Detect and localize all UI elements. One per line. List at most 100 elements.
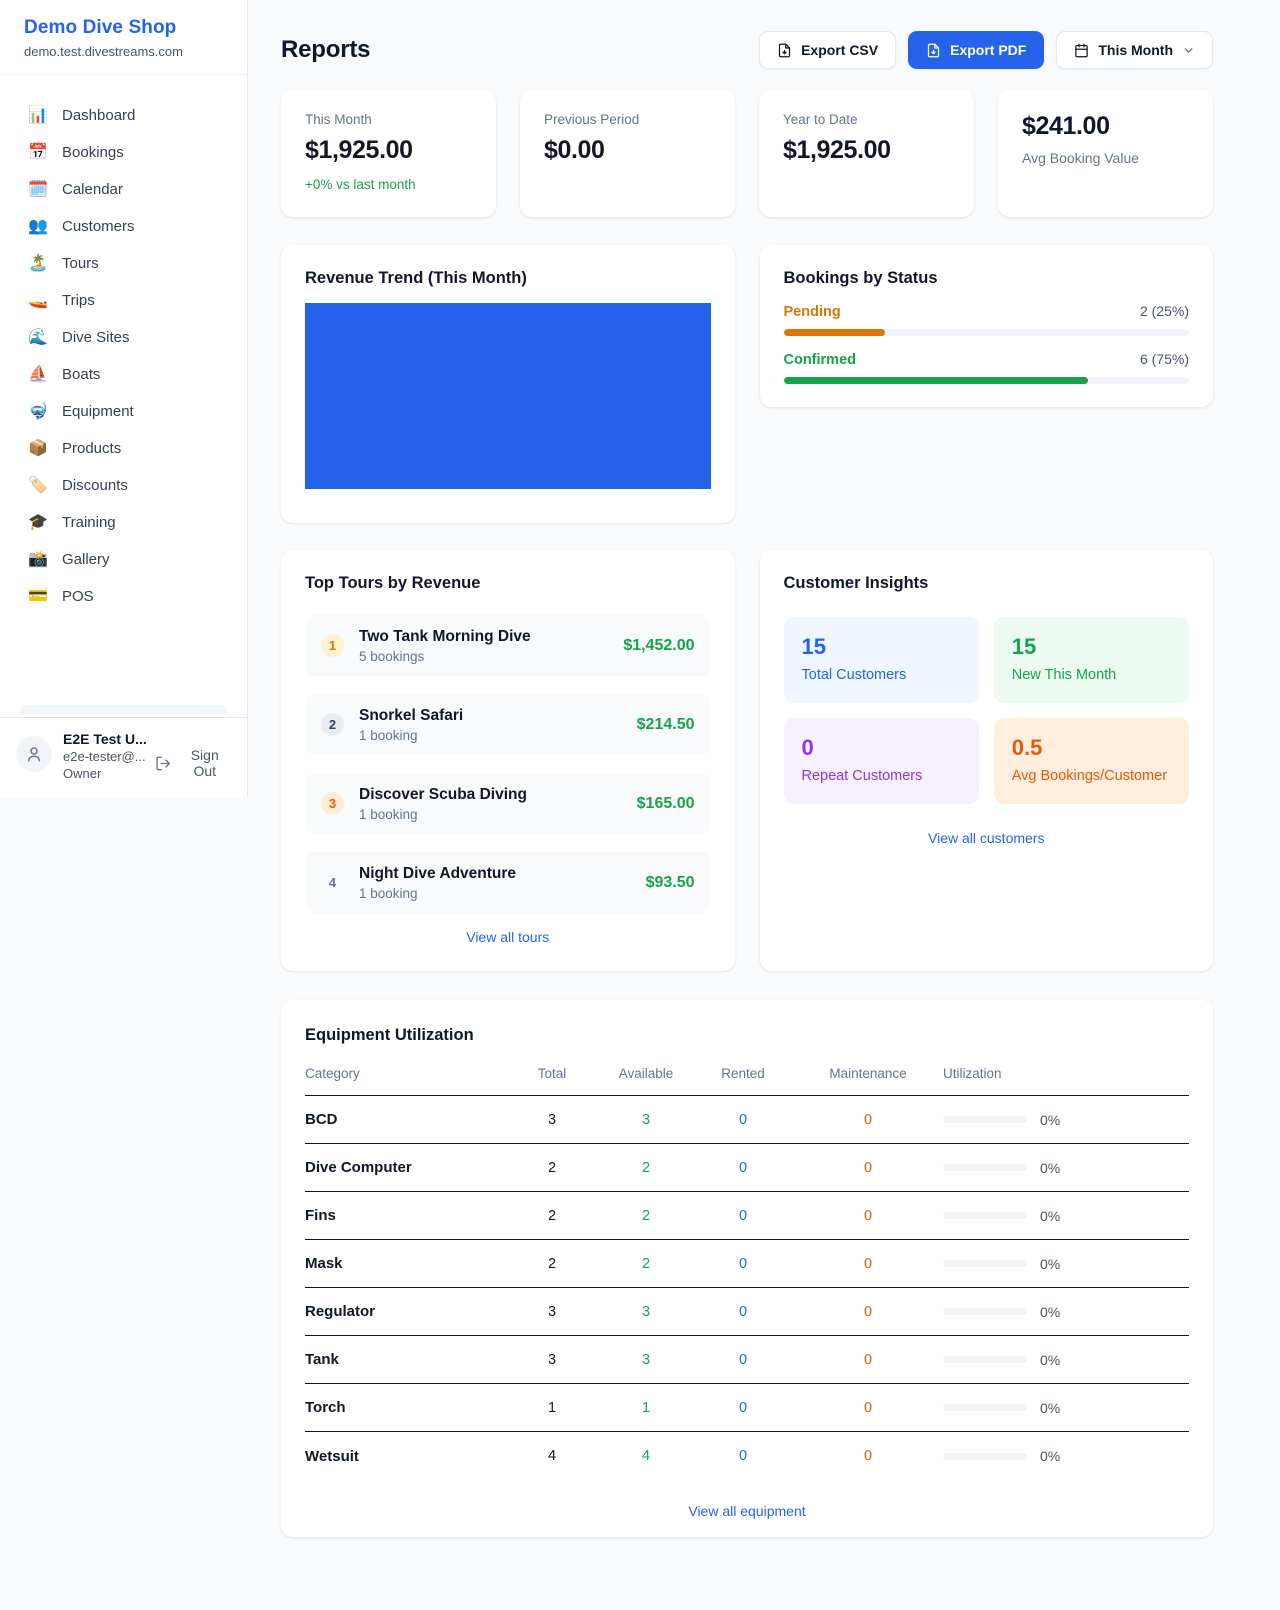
table-row: Torch 1 1 0 0 0%	[305, 1384, 1189, 1432]
equipment-available: 2	[641, 1207, 651, 1224]
tour-bookings: 1 booking	[359, 806, 418, 822]
tour-name: Night Dive Adventure	[359, 864, 517, 882]
equipment-utilization-cell: 0%	[943, 1304, 1189, 1320]
utilization-bar-track	[943, 1356, 1027, 1363]
sidebar-item-trips[interactable]: 🚤 Trips	[16, 282, 231, 319]
equipment-rented: 0	[738, 1448, 748, 1464]
sailboat-icon: ⛵	[28, 365, 48, 383]
equipment-total: 2	[547, 1255, 557, 1272]
sidebar-item-calendar[interactable]: 🗓️ Calendar	[16, 171, 231, 208]
sidebar-item-customers[interactable]: 👥 Customers	[16, 208, 231, 245]
sidebar-item-training[interactable]: 🎓 Training	[16, 504, 231, 541]
utilization-label: 0%	[1040, 1399, 1061, 1416]
export-pdf-button[interactable]: Export PDF	[908, 31, 1045, 69]
utilization-bar-track	[943, 1452, 1027, 1460]
stat-card-previous-period: Previous Period $0.00	[520, 90, 735, 217]
file-download-icon	[778, 43, 791, 57]
top-tours-title: Top Tours by Revenue	[305, 574, 481, 592]
table-row: Fins 2 2 0 0 0%	[305, 1192, 1189, 1240]
sidebar-item-pos[interactable]: 💳 POS	[16, 578, 231, 615]
stat-card-avg-booking-value: $241.00 Avg Booking Value	[998, 90, 1213, 217]
sidebar-item-label: Calendar	[62, 181, 123, 198]
column-header-rented: Rented	[721, 1066, 765, 1081]
sidebar-item-dive-sites[interactable]: 🌊 Dive Sites	[16, 319, 231, 356]
tile-label: New This Month	[1011, 667, 1117, 683]
sidebar-item-label: Products	[62, 440, 122, 457]
sidebar-item-reports-active-partial[interactable]	[20, 705, 228, 714]
brand-block: Demo Dive Shop demo.test.divestreams.com	[0, 0, 247, 75]
customer-insights-card: Customer Insights 15 Total Customers 15 …	[759, 550, 1213, 971]
table-row: Dive Computer 2 2 0 0 0%	[305, 1144, 1189, 1192]
top-tours-card: Top Tours by Revenue 1 Two Tank Morning …	[281, 550, 735, 971]
tour-list-item: 2 Snorkel Safari 1 booking $214.50	[305, 694, 711, 755]
tour-list: 1 Two Tank Morning Dive 5 bookings $1,45…	[305, 615, 711, 913]
equipment-rented: 0	[738, 1207, 748, 1224]
equipment-utilization-card: Equipment Utilization Category Total Ava…	[281, 1000, 1213, 1537]
column-header-utilization: Utilization	[943, 1066, 1002, 1081]
customer-insights-title: Customer Insights	[783, 574, 929, 592]
rank-badge: 3	[321, 792, 344, 815]
insight-tiles: 15 Total Customers 15 New This Month 0 R…	[783, 617, 1189, 804]
equipment-utilization-cell: 0%	[943, 1160, 1189, 1176]
insight-tile-total-customers: 15 Total Customers	[783, 617, 979, 703]
table-row: Regulator 3 3 0 0 0%	[305, 1288, 1189, 1336]
revenue-trend-chart	[305, 303, 711, 489]
stat-value: $241.00	[1022, 112, 1110, 140]
sidebar-item-bookings[interactable]: 📅 Bookings	[16, 134, 231, 171]
equipment-available: 2	[641, 1255, 651, 1272]
equipment-utilization-cell: 0%	[943, 1448, 1189, 1464]
credit-card-icon: 💳	[28, 587, 48, 605]
sidebar-item-equipment[interactable]: 🤿 Equipment	[16, 393, 231, 430]
sidebar-item-label: Gallery	[62, 551, 110, 568]
equipment-available: 3	[641, 1351, 651, 1368]
stat-card-year-to-date: Year to Date $1,925.00	[759, 90, 974, 217]
sign-out-label: Sign Out	[190, 747, 219, 779]
stat-label: Year to Date	[783, 112, 858, 127]
sidebar-item-gallery[interactable]: 📸 Gallery	[16, 541, 231, 578]
sidebar-item-boats[interactable]: ⛵ Boats	[16, 356, 231, 393]
page-title: Reports	[281, 36, 371, 63]
tour-amount: $214.50	[636, 715, 695, 733]
sidebar-item-tours[interactable]: 🏝️ Tours	[16, 245, 231, 282]
header-actions: Export CSV Export PDF This Month	[759, 31, 1213, 69]
table-row: BCD 3 3 0 0 0%	[305, 1096, 1189, 1144]
stat-label: Previous Period	[544, 112, 640, 127]
tour-amount: $93.50	[645, 873, 695, 891]
equipment-total: 2	[547, 1207, 557, 1224]
revenue-trend-title: Revenue Trend (This Month)	[305, 269, 527, 287]
view-all-customers-link[interactable]: View all customers	[928, 830, 1045, 846]
equipment-utilization-cell: 0%	[943, 1352, 1189, 1368]
export-csv-button[interactable]: Export CSV	[759, 31, 897, 69]
status-row-confirmed: Confirmed 6 (75%)	[783, 351, 1189, 384]
export-csv-label: Export CSV	[801, 42, 879, 58]
sidebar: Demo Dive Shop demo.test.divestreams.com…	[0, 0, 248, 797]
stat-value: $1,925.00	[305, 136, 413, 164]
equipment-utilization-cell: 0%	[943, 1256, 1189, 1272]
sidebar-item-discounts[interactable]: 🏷️ Discounts	[16, 467, 231, 504]
equipment-available: 2	[641, 1159, 651, 1176]
equipment-available: 3	[641, 1303, 651, 1320]
status-bar-fill	[783, 377, 1088, 384]
column-header-category: Category	[305, 1066, 360, 1081]
sidebar-item-dashboard[interactable]: 📊 Dashboard	[16, 97, 231, 134]
equipment-utilization-title: Equipment Utilization	[305, 1026, 474, 1044]
equipment-category: Tank	[305, 1351, 339, 1368]
sidebar-item-products[interactable]: 📦 Products	[16, 430, 231, 467]
equipment-available: 4	[641, 1448, 651, 1464]
sign-out-button[interactable]: Sign Out	[155, 747, 231, 779]
equipment-maintenance: 0	[863, 1159, 873, 1176]
equipment-rented: 0	[738, 1351, 748, 1368]
column-header-maintenance: Maintenance	[829, 1066, 907, 1081]
calendar-date-icon: 📅	[28, 143, 48, 161]
period-dropdown[interactable]: This Month	[1056, 31, 1213, 69]
tour-name: Discover Scuba Diving	[359, 785, 527, 803]
view-all-tours-link[interactable]: View all tours	[466, 929, 550, 945]
utilization-bar-track	[943, 1260, 1027, 1267]
equipment-category: Regulator	[305, 1303, 376, 1320]
tile-label: Repeat Customers	[801, 768, 923, 784]
logout-icon	[156, 756, 171, 770]
tag-icon: 🏷️	[28, 476, 48, 494]
page-header: Reports Export CSV Export PDF This Month	[281, 30, 1213, 70]
tour-bookings: 1 booking	[359, 727, 418, 743]
view-all-equipment-link[interactable]: View all equipment	[688, 1503, 806, 1519]
